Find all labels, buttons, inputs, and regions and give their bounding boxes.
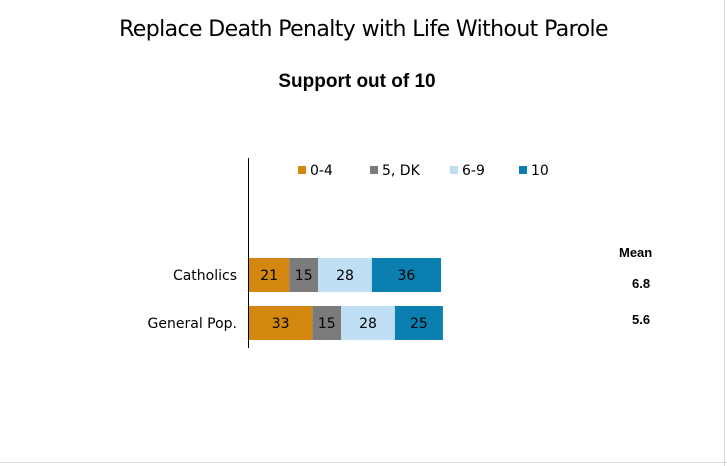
category-label-general-pop: General Pop.	[148, 316, 237, 332]
chart-title: Replace Death Penalty with Life Without …	[119, 17, 608, 42]
bar-label-catholics-10: 36	[398, 268, 416, 284]
mean-value-general-pop: 5.6	[632, 312, 651, 327]
bar-label-general-pop-6-9: 28	[359, 316, 377, 332]
bar-label-catholics-5-dk: 15	[295, 268, 313, 284]
chart-subtitle: Support out of 10	[278, 71, 436, 92]
legend-swatch-5-dk	[370, 166, 378, 174]
bar-label-catholics-6-9: 28	[336, 268, 354, 284]
mean-header: Mean	[619, 245, 653, 260]
frame-border-bottom	[0, 462, 727, 463]
legend-swatch-0-4	[298, 166, 306, 174]
bar-label-general-pop-10: 25	[410, 316, 428, 332]
legend-label-0-4: 0-4	[310, 163, 333, 179]
legend-label-10: 10	[531, 163, 549, 179]
frame-border-right	[724, 0, 725, 466]
legend-label-6-9: 6-9	[462, 163, 485, 179]
bar-segment-catholics-0-4	[249, 258, 290, 292]
bar-label-general-pop-5-dk: 15	[318, 316, 336, 332]
bar-segment-general-pop-5-dk	[312, 306, 342, 340]
bar-segment-general-pop-10	[394, 306, 443, 340]
bar-label-catholics-0-4: 21	[260, 268, 278, 284]
legend-label-5-dk: 5, DK	[382, 163, 421, 179]
bar-label-general-pop-0-4: 33	[272, 316, 290, 332]
category-label-catholics: Catholics	[173, 268, 237, 284]
bar-segment-general-pop-0-4	[249, 306, 313, 340]
bar-segment-general-pop-6-9	[341, 306, 395, 340]
legend-swatch-10	[519, 166, 527, 174]
bar-segment-catholics-6-9	[318, 258, 372, 292]
legend-swatch-6-9	[450, 166, 458, 174]
bar-segment-catholics-10	[371, 258, 441, 292]
bar-segment-catholics-5-dk	[289, 258, 319, 292]
mean-value-catholics: 6.8	[632, 276, 651, 291]
